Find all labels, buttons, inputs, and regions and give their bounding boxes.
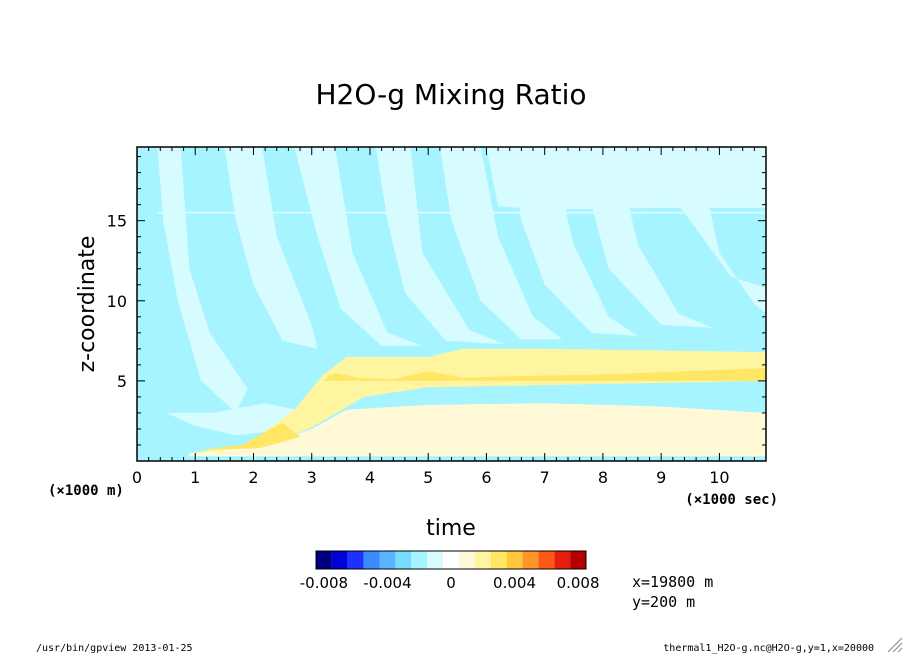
colorbar-swatch — [427, 551, 444, 569]
footer-right: thermal1_H2O-g.nc@H2O-g,y=1,x=20000 — [663, 643, 874, 654]
x-position-label: x=19800 m — [632, 573, 713, 591]
colorbar-swatch — [379, 551, 396, 569]
axis-ticks: 0 1 2 3 4 5 6 7 8 9 10 5 10 15 — [107, 147, 767, 487]
colorbar-tick-label: 0 — [446, 574, 456, 592]
colorbar-swatch — [331, 551, 348, 569]
y-tick-label: 15 — [107, 212, 127, 231]
x-tick-label: 7 — [540, 468, 550, 487]
x-tick-label: 2 — [248, 468, 258, 487]
x-tick-label: 10 — [709, 468, 729, 487]
colorbar-swatch — [316, 551, 332, 569]
field-bands — [157, 147, 766, 436]
colorbar-swatch — [538, 551, 555, 569]
colorbar-swatch — [411, 551, 428, 569]
x-tick-label: 5 — [423, 468, 433, 487]
field-band-3 — [375, 147, 504, 345]
plot-area — [137, 147, 766, 461]
x-tick-label: 9 — [656, 468, 666, 487]
colorbar-swatch — [506, 551, 523, 569]
colorbar-swatch — [395, 551, 412, 569]
colorbar-tick-label: 0.004 — [493, 574, 536, 592]
field-band-4 — [439, 147, 563, 340]
colorbar-swatch — [347, 551, 364, 569]
lower-moist-region — [189, 403, 766, 457]
moist-layer — [189, 348, 766, 457]
colorbar-swatch — [554, 551, 571, 569]
colorbar-swatch — [522, 551, 539, 569]
field-band-9 — [486, 147, 766, 210]
colorbar-tick-label: -0.008 — [300, 574, 348, 592]
footer-left: /usr/bin/gpview 2013-01-25 — [36, 643, 193, 654]
chart-title: H2O-g Mixing Ratio — [315, 78, 586, 111]
colorbar-swatch — [474, 551, 491, 569]
x-tick-label: 1 — [190, 468, 200, 487]
x-tick-label: 0 — [132, 468, 142, 487]
colorbar-tick-label: 0.008 — [557, 574, 600, 592]
x-tick-label: 4 — [365, 468, 375, 487]
colorbar-frame — [315, 550, 587, 570]
x-tick-label: 3 — [307, 468, 317, 487]
colorbar-tick-label: -0.004 — [363, 574, 411, 592]
x-tick-label: 8 — [598, 468, 608, 487]
colorbar-swatch — [443, 551, 459, 569]
colorbar-swatch — [458, 551, 475, 569]
x-unit-label: (×1000 sec) — [685, 492, 778, 508]
resize-grip-icon[interactable] — [887, 637, 903, 653]
colorbar: -0.008 -0.004 0 0.004 0.008 — [300, 550, 600, 592]
moist-layer-lens — [201, 422, 301, 450]
x-axis-label: time — [426, 516, 476, 541]
y-axis-label: z-coordinate — [75, 236, 100, 373]
colorbar-swatch — [570, 551, 586, 569]
y-position-label: y=200 m — [632, 593, 695, 611]
x-tick-label: 6 — [481, 468, 491, 487]
field-band-2 — [294, 147, 423, 346]
y-unit-label: (×1000 m) — [48, 483, 124, 499]
y-tick-label: 5 — [117, 372, 127, 391]
field-band-1 — [224, 147, 318, 349]
colorbar-swatch — [490, 551, 507, 569]
y-tick-label: 10 — [107, 292, 127, 311]
colorbar-swatch — [363, 551, 380, 569]
moist-layer-core — [323, 368, 766, 381]
